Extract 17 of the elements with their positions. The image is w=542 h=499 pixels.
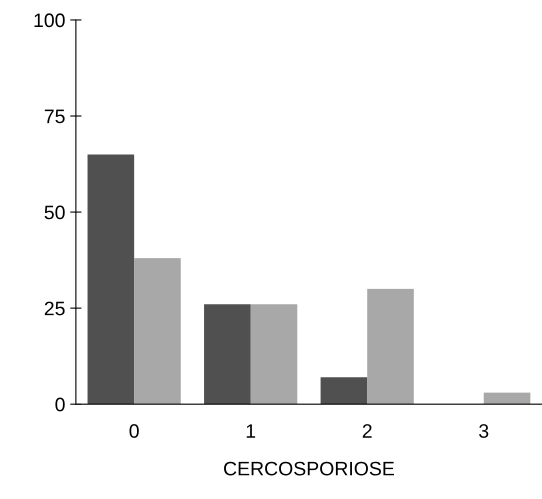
bar (134, 258, 181, 404)
x-tick-label: 0 (130, 424, 139, 438)
x-tick-label: 3 (479, 424, 488, 438)
y-tick-label: 75 (44, 110, 65, 124)
bar (367, 288, 414, 404)
x-tick-label: 2 (362, 424, 372, 438)
y-tick-label: 50 (44, 206, 65, 220)
x-axis-title: CERCOSPORIOSE (224, 462, 394, 476)
bar (250, 304, 298, 404)
y-tick-label: 0 (55, 398, 65, 412)
y-tick-label: 100 (34, 13, 65, 28)
bar (88, 154, 134, 404)
bar (484, 392, 530, 404)
x-tick-label: 1 (246, 424, 256, 438)
y-tick-label: 25 (44, 302, 65, 316)
bar (320, 377, 368, 404)
bar (204, 304, 251, 404)
